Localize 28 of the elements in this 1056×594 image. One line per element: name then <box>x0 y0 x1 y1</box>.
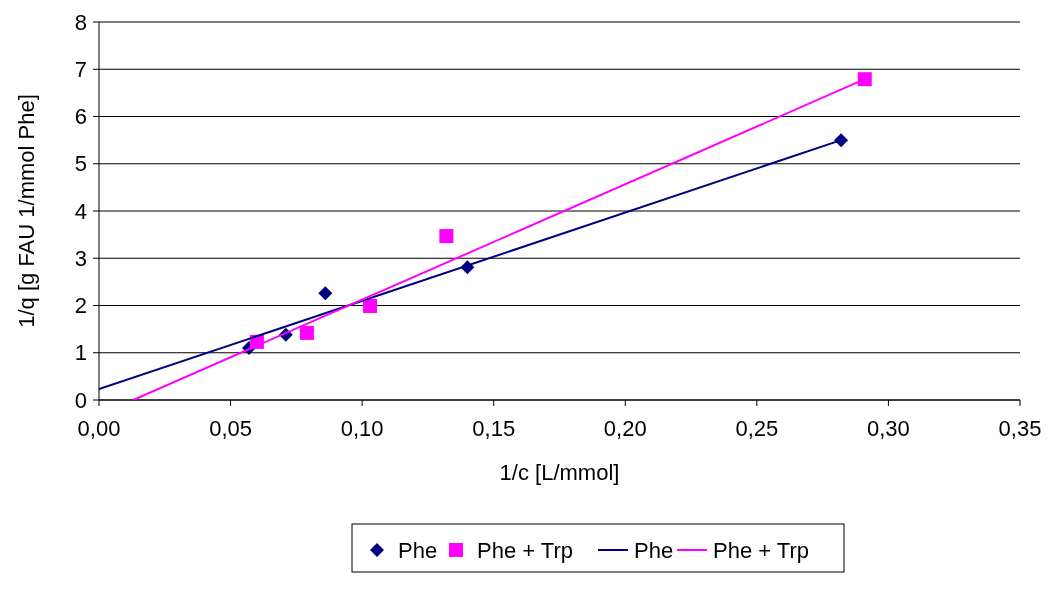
legend-label: Phe + Trp <box>477 537 574 563</box>
legend-label: Phe <box>634 537 674 563</box>
legend-label: Phe <box>398 537 438 563</box>
point <box>318 286 333 301</box>
point <box>857 72 872 87</box>
y-tick-label: 2 <box>74 293 87 319</box>
y-tick-label: 8 <box>74 9 87 35</box>
x-tick-label: 0,15 <box>472 416 516 441</box>
x-tick-label: 0,00 <box>77 416 121 441</box>
point <box>299 325 314 340</box>
x-tick-label: 0,20 <box>603 416 647 441</box>
x-tick-label: 0,10 <box>340 416 384 441</box>
x-tick-label: 0,35 <box>998 416 1042 441</box>
y-tick-label: 6 <box>74 104 87 130</box>
y-tick-label: 3 <box>74 245 87 271</box>
x-tick-label: 0,30 <box>867 416 910 441</box>
legend-label: Phe + Trp <box>713 537 810 563</box>
x-axis-title: 1/c [L/mmol] <box>499 460 620 485</box>
y-axis-title: 1/q [g FAU 1/mmol Phe] <box>14 94 39 328</box>
y-tick-label: 5 <box>74 151 87 177</box>
y-tick-label: 4 <box>74 198 87 224</box>
x-tick-label: 0,25 <box>735 416 779 441</box>
y-tick-label: 1 <box>74 340 87 366</box>
y-tick-label: 0 <box>74 387 87 413</box>
y-tick-label: 7 <box>74 56 87 82</box>
x-tick-label: 0,05 <box>209 416 252 441</box>
point <box>363 298 378 313</box>
point <box>439 229 454 244</box>
